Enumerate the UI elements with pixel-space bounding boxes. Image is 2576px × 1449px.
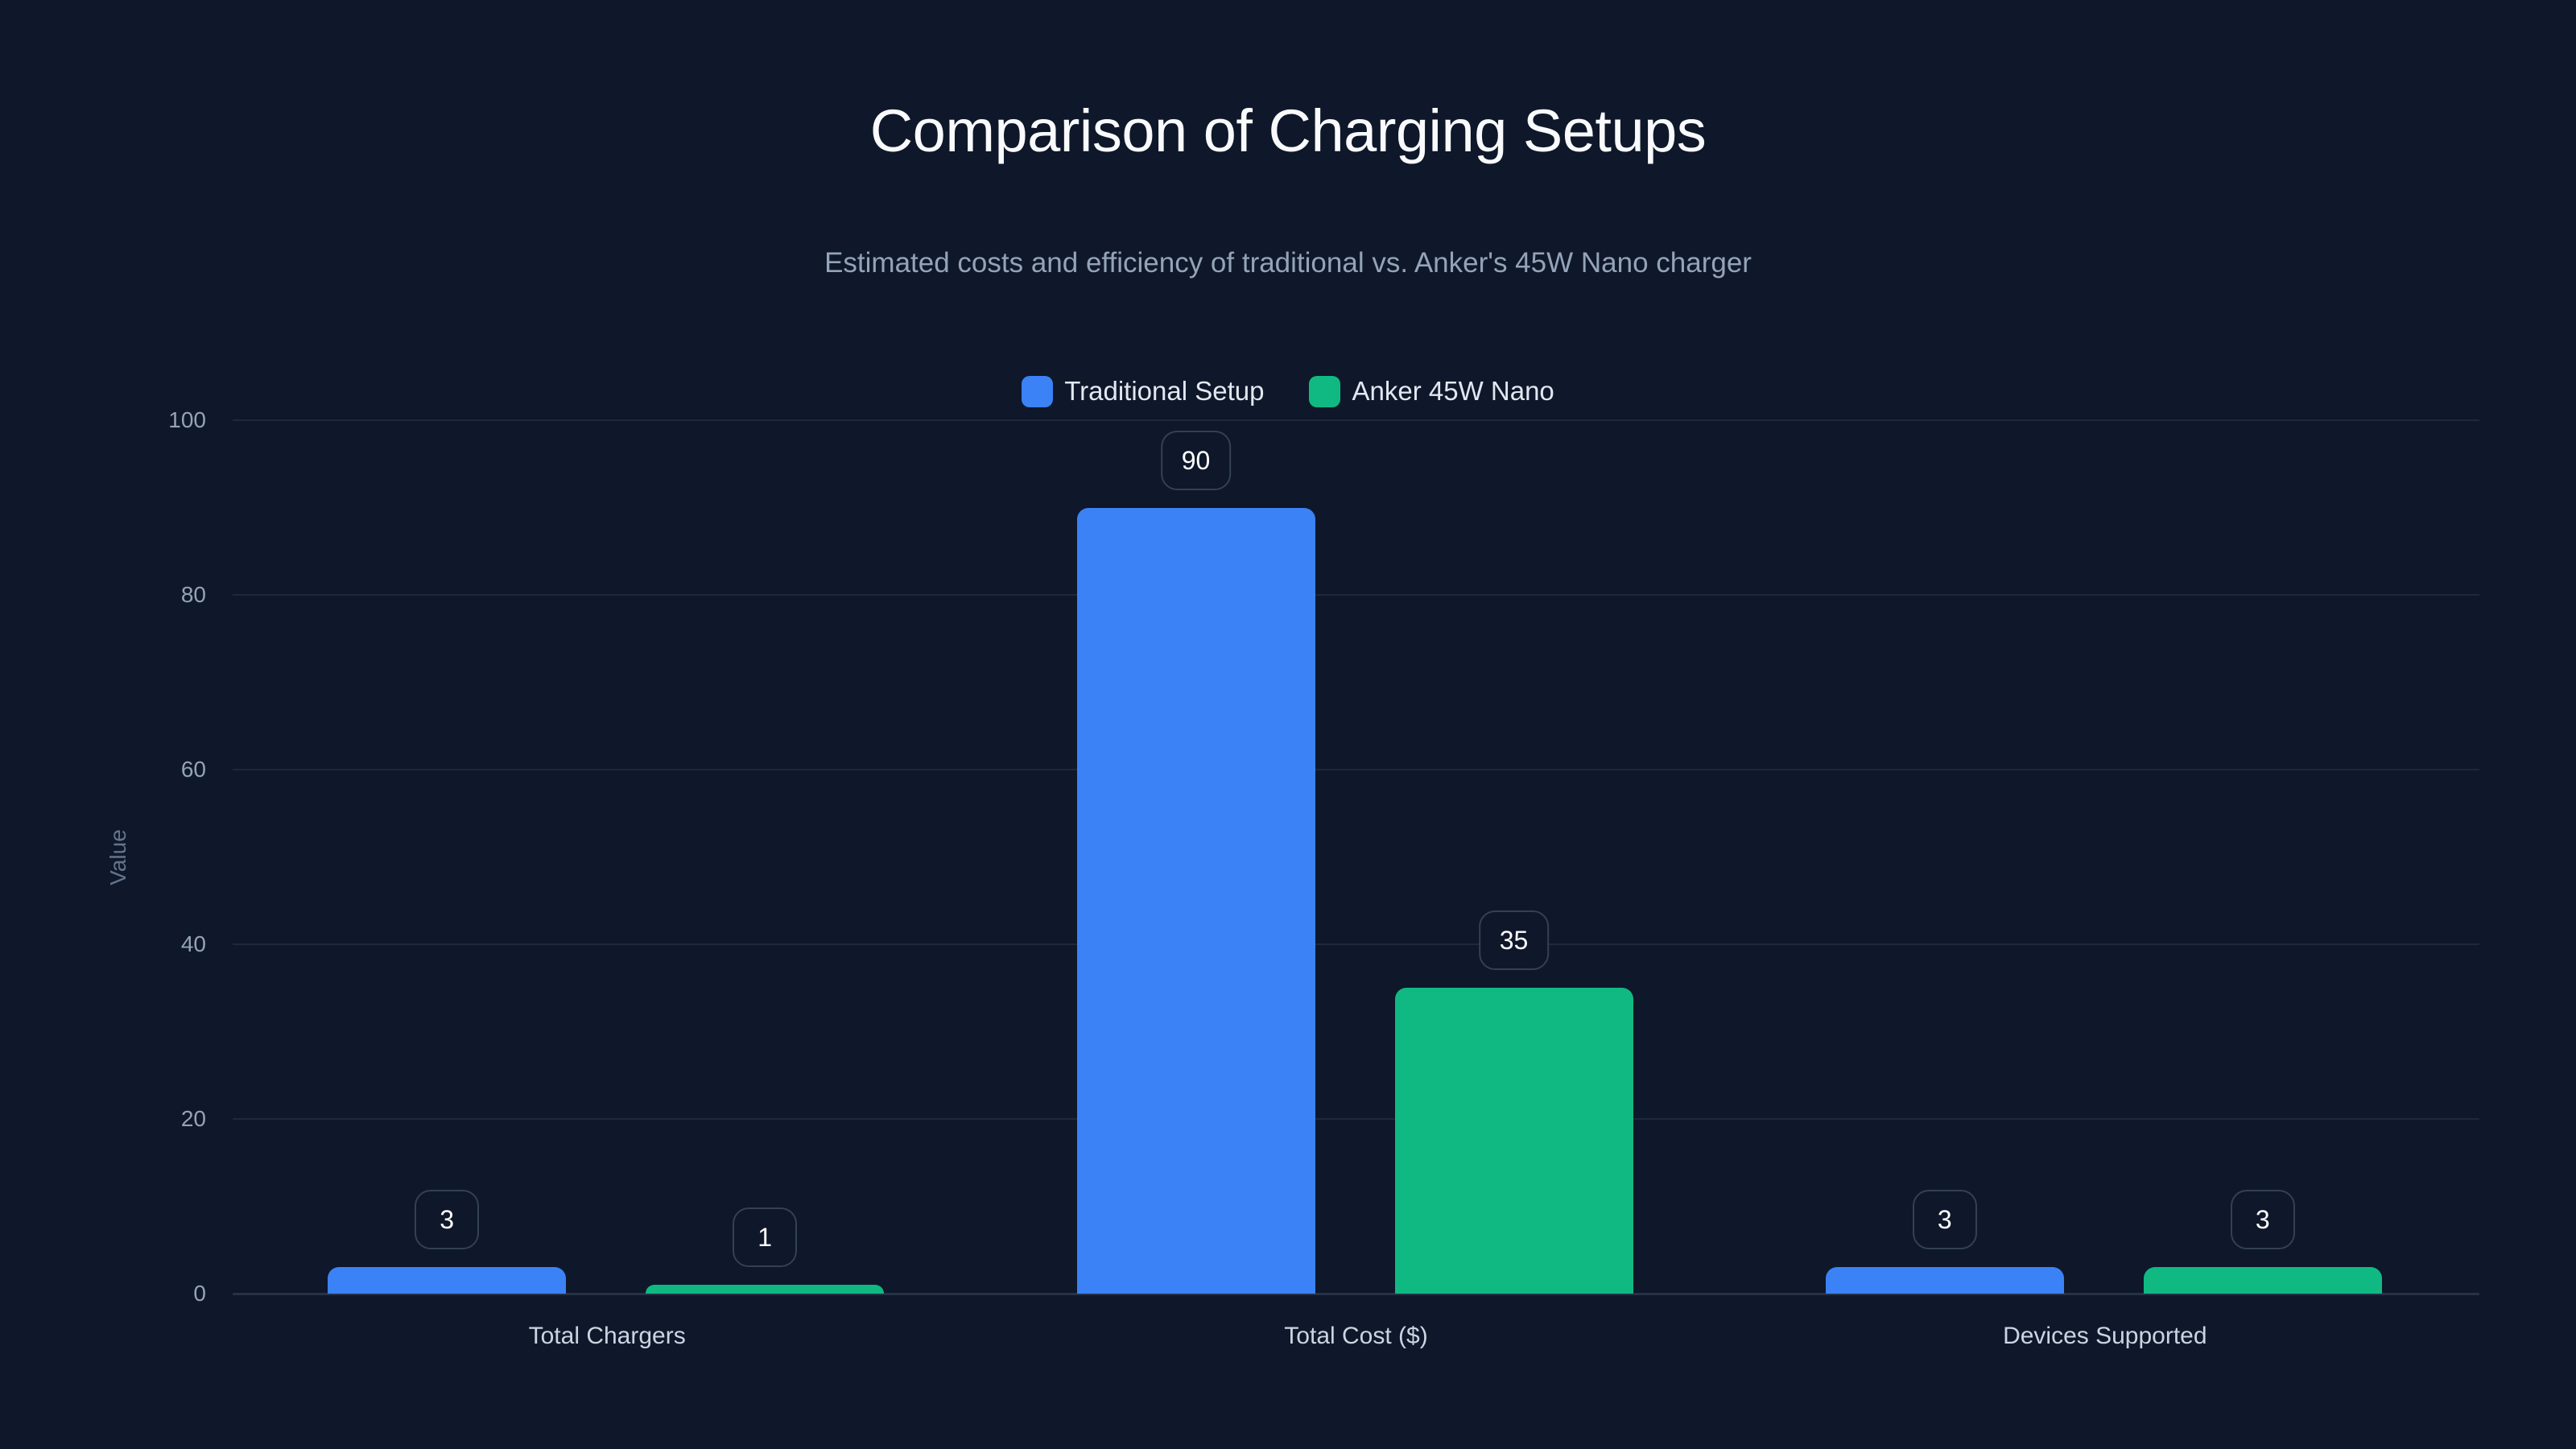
legend-label: Anker 45W Nano [1352, 376, 1554, 406]
legend: Traditional Setup Anker 45W Nano [0, 374, 2576, 409]
gridline [233, 1118, 2479, 1120]
chart-title: Comparison of Charging Setups [869, 97, 1707, 164]
gridline [233, 419, 2479, 421]
data-label: 90 [1160, 430, 1232, 490]
bar-anker-45w-nano-total-cost[interactable] [1394, 988, 1633, 1294]
legend-swatch-icon [1022, 375, 1054, 407]
y-tick-label: 100 [168, 407, 206, 432]
data-label: 3 [2230, 1190, 2295, 1250]
x-tick-label: Total Chargers [528, 1323, 686, 1349]
x-tick-label: Devices Supported [2003, 1323, 2207, 1349]
bar-traditional-setup-devices-supported[interactable] [1825, 1267, 2064, 1294]
data-label: 35 [1478, 910, 1550, 971]
data-label: 3 [1912, 1190, 1977, 1250]
bar-traditional-setup-total-cost[interactable] [1076, 507, 1315, 1294]
data-label: 1 [733, 1208, 798, 1268]
chart-subtitle: Estimated costs and efficiency of tradit… [824, 247, 1752, 279]
gridline [233, 1293, 2479, 1295]
bar-anker-45w-nano-devices-supported[interactable] [2143, 1267, 2382, 1294]
y-tick-label: 80 [180, 582, 206, 607]
bar-traditional-setup-total-chargers[interactable] [328, 1267, 567, 1294]
gridline [233, 594, 2479, 596]
y-tick-label: 0 [193, 1281, 206, 1306]
data-label: 3 [415, 1190, 480, 1250]
y-tick-label: 20 [180, 1106, 206, 1131]
legend-label: Traditional Setup [1064, 376, 1265, 406]
legend-item-anker-45w-nano[interactable]: Anker 45W Nano [1309, 375, 1554, 407]
y-tick-label: 40 [180, 931, 206, 956]
legend-swatch-icon [1309, 375, 1341, 407]
gridline [233, 943, 2479, 945]
y-tick-label: 60 [180, 757, 206, 782]
gridline [233, 769, 2479, 770]
y-axis-title: Value [105, 829, 130, 886]
plot-area: 3 1 90 35 3 3 [233, 419, 2479, 1295]
legend-item-traditional-setup[interactable]: Traditional Setup [1022, 375, 1264, 407]
x-tick-label: Total Cost ($) [1284, 1323, 1428, 1349]
bar-anker-45w-nano-total-chargers[interactable] [646, 1285, 885, 1294]
